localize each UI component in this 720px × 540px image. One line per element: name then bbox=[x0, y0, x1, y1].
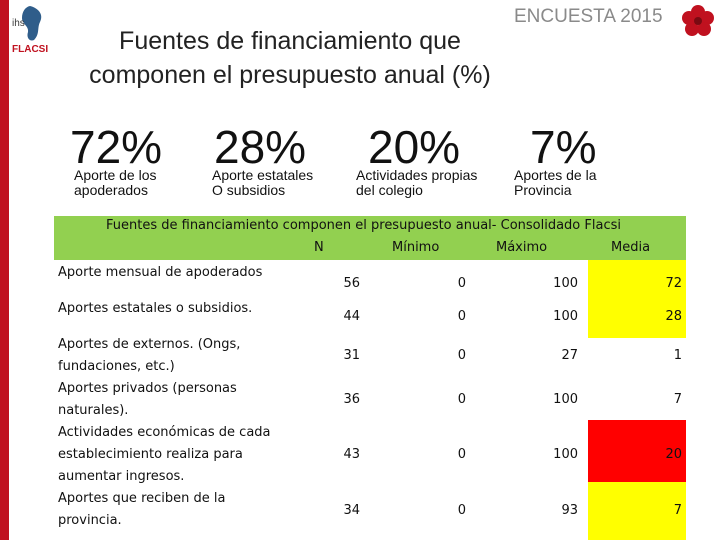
cell-min: 0 bbox=[457, 503, 466, 518]
media-highlight-cell bbox=[588, 420, 686, 482]
cell-n: 44 bbox=[343, 309, 360, 324]
globe-map-icon bbox=[22, 6, 42, 41]
table-header: Fuentes de financiamiento componen el pr… bbox=[54, 216, 686, 260]
cell-media: 7 bbox=[673, 503, 682, 518]
cell-max: 100 bbox=[553, 392, 578, 407]
highlight-label-provincia: Aportes de la Provincia bbox=[514, 168, 597, 198]
highlight-value-actividades: 20% bbox=[368, 121, 461, 173]
highlight-label-line: Aporte de los bbox=[74, 167, 157, 183]
column-header-minimo: Mínimo bbox=[392, 240, 440, 255]
cell-min: 0 bbox=[457, 348, 466, 363]
row-label-line: provincia. bbox=[58, 513, 122, 528]
cell-n: 31 bbox=[343, 348, 360, 363]
row-label-line: fundaciones, etc.) bbox=[58, 359, 175, 374]
cell-media: 20 bbox=[665, 447, 682, 462]
cell-max: 100 bbox=[553, 276, 578, 291]
column-header-maximo: Máximo bbox=[496, 240, 548, 255]
cell-n: 34 bbox=[343, 503, 360, 518]
highlight-label-actividades: Actividades propias del colegio bbox=[356, 168, 477, 198]
highlight-value-estatales: 28% bbox=[214, 121, 307, 173]
row-label-line: naturales). bbox=[58, 403, 129, 418]
survey-label: ENCUESTA 2015 bbox=[514, 6, 663, 27]
row-label-line: aumentar ingresos. bbox=[58, 469, 185, 484]
highlight-label-line: Aporte estatales bbox=[212, 167, 314, 183]
highlight-label-line: Actividades propias bbox=[356, 167, 478, 183]
cell-media: 72 bbox=[665, 276, 682, 291]
row-label-line: Aportes de externos. (Ongs, bbox=[58, 337, 241, 352]
highlight-value-provincia: 7% bbox=[530, 121, 597, 173]
title-line-2: componen el presupuesto anual (%) bbox=[89, 61, 491, 89]
cell-max: 93 bbox=[561, 503, 578, 518]
cell-max: 27 bbox=[561, 348, 578, 363]
cell-min: 0 bbox=[457, 276, 466, 291]
highlight-label-line: Provincia bbox=[514, 182, 572, 198]
row-label: Aportes estatales o subsidios. bbox=[58, 298, 283, 320]
cell-n: 43 bbox=[343, 447, 360, 462]
ihs-flacsi-logo: ihs FLACSI bbox=[10, 4, 50, 62]
row-label: Actividades económicas de cada estableci… bbox=[58, 422, 283, 488]
highlight-label-line: del colegio bbox=[356, 182, 423, 198]
logo-flacsi-text: FLACSI bbox=[12, 44, 49, 55]
row-label-line: Aporte mensual de apoderados bbox=[58, 265, 263, 280]
highlight-label-line: Aportes de la bbox=[514, 167, 597, 183]
highlight-label-line: apoderados bbox=[74, 182, 148, 198]
cell-media: 28 bbox=[665, 309, 682, 324]
row-label-line: Aportes estatales o subsidios. bbox=[58, 301, 253, 316]
row-label-line: Aportes que reciben de la bbox=[58, 491, 226, 506]
row-label-line: establecimiento realiza para bbox=[58, 447, 243, 462]
row-label: Aporte mensual de apoderados bbox=[58, 262, 283, 284]
row-label-line: Aportes privados (personas bbox=[58, 381, 237, 396]
highlight-value-apoderados: 72% bbox=[70, 121, 163, 173]
row-label: Aportes privados (personas naturales). bbox=[58, 378, 283, 422]
cell-max: 100 bbox=[553, 447, 578, 462]
cell-media: 1 bbox=[673, 348, 682, 363]
page-title: Fuentes de financiamiento que componen e… bbox=[40, 24, 540, 92]
highlight-label-apoderados: Aporte de los apoderados bbox=[74, 168, 157, 198]
cell-media: 7 bbox=[673, 392, 682, 407]
cell-min: 0 bbox=[457, 309, 466, 324]
highlight-label-line: O subsidios bbox=[212, 182, 286, 198]
table-title: Fuentes de financiamiento componen el pr… bbox=[106, 218, 621, 233]
row-label-line: Actividades económicas de cada bbox=[58, 425, 271, 440]
row-label: Aportes que reciben de la provincia. bbox=[58, 488, 283, 532]
highlight-label-estatales: Aporte estatales O subsidios bbox=[212, 168, 313, 198]
row-label: Aportes de externos. (Ongs, fundaciones,… bbox=[58, 334, 283, 378]
cell-min: 0 bbox=[457, 392, 466, 407]
media-highlight-cell bbox=[588, 482, 686, 540]
logo-ihs-text: ihs bbox=[12, 18, 25, 29]
red-flower-icon bbox=[682, 5, 714, 36]
cell-n: 56 bbox=[343, 276, 360, 291]
cell-min: 0 bbox=[457, 447, 466, 462]
left-red-bar bbox=[0, 0, 9, 540]
title-line-1: Fuentes de financiamiento que bbox=[119, 27, 461, 55]
cell-max: 100 bbox=[553, 309, 578, 324]
column-header-n: N bbox=[314, 240, 324, 255]
column-header-media: Media bbox=[611, 240, 651, 255]
cell-n: 36 bbox=[343, 392, 360, 407]
media-highlight-cell bbox=[588, 260, 686, 338]
